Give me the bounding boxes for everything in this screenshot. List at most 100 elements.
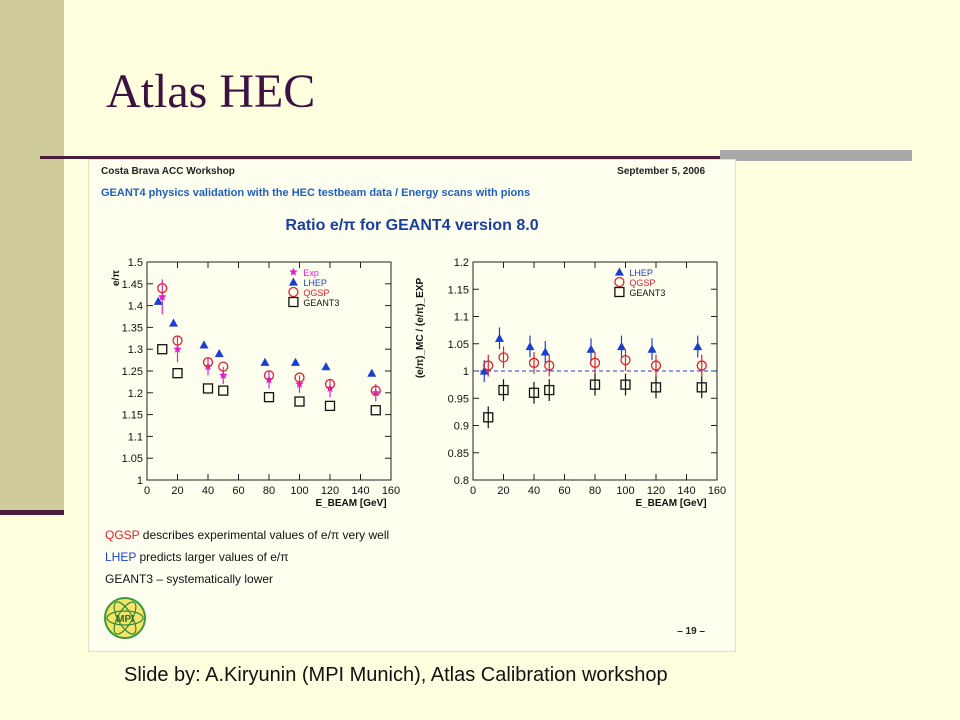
- y-tick-label: 0.85: [448, 448, 469, 460]
- data-point-geant3: [218, 385, 229, 396]
- data-point-geant3: [620, 379, 631, 390]
- data-point-lhep: [321, 362, 331, 371]
- note-geant3-text: – systematically lower: [153, 572, 274, 586]
- data-point-geant3: [172, 368, 183, 379]
- slide-title: Atlas HEC: [106, 65, 316, 118]
- x-tick-label: 0: [144, 485, 150, 497]
- note-lhep-keyword: LHEP: [105, 550, 137, 564]
- note-geant3-keyword: GEANT3: [105, 572, 154, 586]
- y-tick-label: 1.5: [128, 257, 143, 269]
- x-axis-label: E_BEAM [GeV]: [635, 498, 706, 509]
- data-point-lhep: [647, 344, 657, 353]
- y-tick-label: 0.9: [454, 421, 469, 433]
- y-tick-label: 1.45: [122, 279, 143, 291]
- data-point-lhep: [693, 341, 703, 351]
- y-axis-label: e/π: [111, 270, 122, 286]
- x-tick-label: 60: [558, 485, 570, 497]
- data-point-qgsp: [483, 360, 494, 371]
- data-point-geant3: [544, 384, 555, 396]
- x-tick-label: 140: [351, 485, 369, 497]
- left-decor-line: [0, 510, 64, 515]
- y-tick-label: 1.15: [122, 410, 143, 422]
- data-point-lhep: [495, 333, 504, 342]
- note-qgsp-keyword: QGSP: [105, 528, 140, 542]
- legend-label-qgsp: QGSP: [303, 288, 329, 298]
- data-point-qgsp: [263, 370, 275, 381]
- x-tick-label: 60: [232, 485, 244, 497]
- y-tick-label: 1.15: [448, 284, 469, 296]
- legend-label-lhep: LHEP: [303, 278, 327, 288]
- x-tick-label: 160: [382, 485, 400, 497]
- legend-marker-exp: [289, 267, 298, 276]
- legend-marker-geant3: [288, 296, 299, 308]
- title-rule-accent: [720, 150, 912, 161]
- legend-label-exp: Exp: [303, 268, 319, 278]
- workshop-name: Costa Brava ACC Workshop: [101, 166, 235, 177]
- legend-marker-lhep: [614, 267, 624, 276]
- data-point-exp: [173, 344, 182, 353]
- data-point-geant3: [263, 392, 275, 403]
- x-tick-label: 20: [497, 485, 509, 497]
- data-point-geant3: [589, 379, 601, 390]
- data-point-geant3: [498, 384, 509, 396]
- y-tick-label: 1.35: [122, 322, 143, 334]
- inner-subtitle: GEANT4 physics validation with the HEC t…: [101, 187, 531, 199]
- legend-label-lhep: LHEP: [629, 268, 653, 278]
- mpi-logo-text: MPI: [116, 614, 134, 625]
- data-point-lhep: [617, 341, 626, 351]
- data-point-qgsp: [218, 361, 229, 372]
- data-point-lhep: [260, 357, 270, 366]
- note-lhep: LHEP predicts larger values of e/π: [105, 550, 289, 564]
- data-point-qgsp: [157, 283, 168, 294]
- data-point-lhep: [169, 318, 178, 327]
- data-point-qgsp: [650, 360, 662, 371]
- data-point-geant3: [157, 344, 168, 355]
- x-tick-label: 0: [470, 485, 476, 497]
- inner-page-number: – 19 –: [677, 626, 705, 637]
- y-tick-label: 1.2: [454, 257, 469, 269]
- data-point-qgsp: [370, 385, 381, 396]
- x-tick-label: 40: [528, 485, 540, 497]
- ratio-title: Ratio e/π for GEANT4 version 8.0: [285, 217, 539, 234]
- y-tick-label: 0.95: [448, 393, 469, 405]
- y-tick-label: 1: [137, 475, 143, 487]
- title-rule: [40, 156, 910, 159]
- y-tick-label: 1.25: [122, 366, 143, 378]
- y-tick-label: 1.05: [448, 339, 469, 351]
- mpi-logo: MPI: [104, 597, 146, 639]
- data-point-exp: [295, 379, 304, 388]
- data-point-qgsp: [544, 360, 555, 371]
- note-geant3: GEANT3 – systematically lower: [105, 572, 273, 586]
- note-qgsp: QGSP describes experimental values of e/…: [105, 528, 389, 542]
- data-point-geant3: [696, 382, 707, 393]
- note-lhep-text: predicts larger values of e/π: [136, 550, 289, 564]
- legend-label-geant3: GEANT3: [303, 298, 339, 308]
- y-tick-label: 1.3: [128, 344, 143, 356]
- x-tick-label: 140: [677, 485, 695, 497]
- x-tick-label: 80: [263, 485, 275, 497]
- data-point-lhep: [199, 340, 209, 349]
- y-tick-label: 1.1: [454, 312, 469, 324]
- data-point-lhep: [367, 368, 377, 377]
- data-point-lhep: [291, 357, 300, 366]
- legend-label-geant3: GEANT3: [629, 288, 665, 298]
- x-tick-label: 100: [616, 485, 634, 497]
- embedded-slide: Costa Brava ACC Workshop September 5, 20…: [88, 159, 736, 652]
- data-point-qgsp: [589, 357, 601, 368]
- x-tick-label: 120: [321, 485, 339, 497]
- slide-caption: Slide by: A.Kiryunin (MPI Munich), Atlas…: [124, 664, 668, 686]
- chart-mc-over-exp: 0.8 0.85 0.9 0.95 1 1.05 1.1 1.15 1.2 0 20 40 60 80 10…: [415, 257, 726, 509]
- data-point-geant3: [528, 387, 540, 398]
- workshop-date: September 5, 2006: [617, 166, 705, 177]
- data-point-geant3: [324, 400, 336, 412]
- y-tick-label: 1.1: [128, 431, 143, 443]
- y-tick-label: 1.4: [128, 301, 143, 313]
- data-point-qgsp: [172, 335, 183, 346]
- y-tick-label: 1.05: [122, 453, 143, 465]
- legend-label-qgsp: QGSP: [629, 278, 655, 288]
- y-axis-label: (e/π)_MC / (e/π)_EXP: [415, 278, 426, 379]
- y-tick-label: 0.8: [454, 475, 469, 487]
- data-point-exp: [158, 292, 167, 301]
- legend-marker-geant3: [614, 286, 625, 298]
- data-point-exp: [219, 370, 228, 379]
